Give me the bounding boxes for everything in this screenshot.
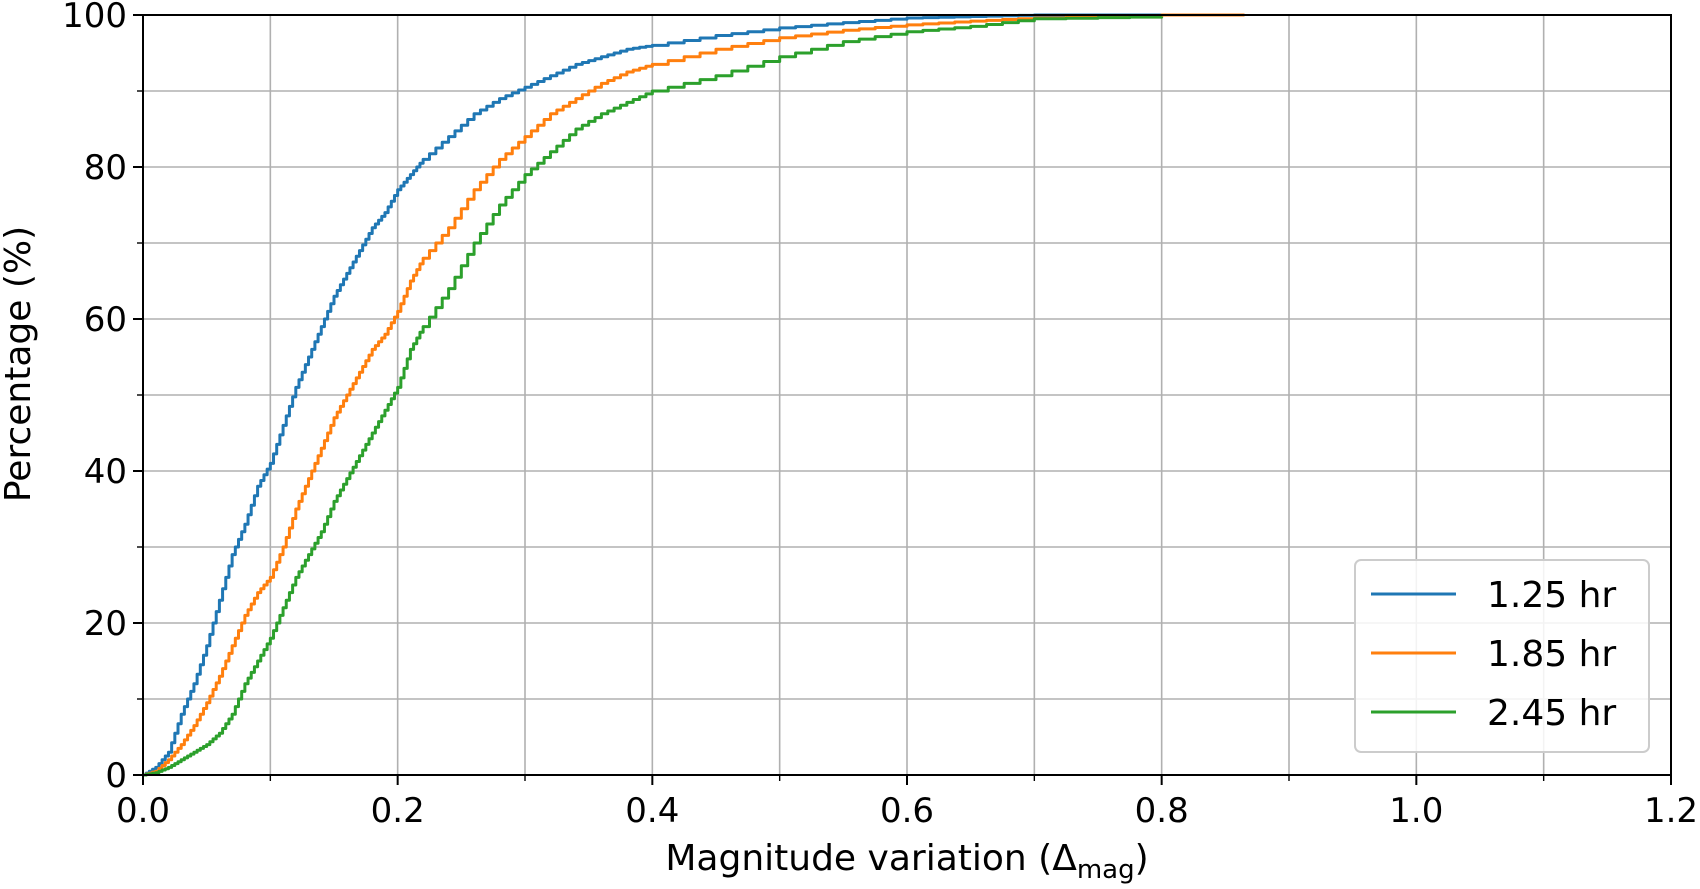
x-tick-label: 0.0 (116, 791, 170, 831)
x-tick-labels: 0.0 0.2 0.4 0.6 0.8 1.0 1.2 (116, 791, 1698, 831)
x-axis-label-main: Magnitude variation (Δ (665, 838, 1077, 879)
x-axis-label-end: ) (1135, 838, 1149, 879)
y-tick-labels: 0 20 40 60 80 100 (62, 0, 127, 796)
y-tick-label: 40 (84, 452, 127, 492)
series-line-3 (143, 15, 1164, 777)
x-tick-label: 0.8 (1135, 791, 1189, 831)
legend-label-2: 1.85 hr (1487, 634, 1616, 675)
series-line-1 (143, 13, 1245, 777)
x-axis-label: Magnitude variation (Δmag) (665, 838, 1148, 885)
major-ticks (133, 14, 1672, 785)
y-tick-label: 0 (105, 756, 127, 796)
y-axis-label: Percentage (%) (0, 226, 39, 502)
y-tick-label: 80 (84, 148, 127, 188)
y-tick-label: 60 (84, 300, 127, 340)
series-line-2 (143, 13, 1245, 777)
y-tick-label: 100 (62, 0, 127, 36)
x-tick-label: 1.2 (1644, 791, 1698, 831)
legend-box (1354, 559, 1650, 753)
x-tick-label: 0.2 (371, 791, 425, 831)
x-tick-label: 0.4 (625, 791, 679, 831)
series-layer (143, 13, 1245, 777)
legend-label-1: 1.25 hr (1487, 575, 1616, 616)
legend: 1.25 hr 1.85 hr 2.45 hr (1354, 559, 1650, 753)
y-tick-label: 20 (84, 604, 127, 644)
x-tick-label: 1.0 (1389, 791, 1443, 831)
x-tick-label: 0.6 (880, 791, 934, 831)
x-axis-label-subscript: mag (1077, 855, 1135, 885)
legend-label-3: 2.45 hr (1487, 693, 1616, 734)
minor-ticks (137, 90, 1545, 781)
